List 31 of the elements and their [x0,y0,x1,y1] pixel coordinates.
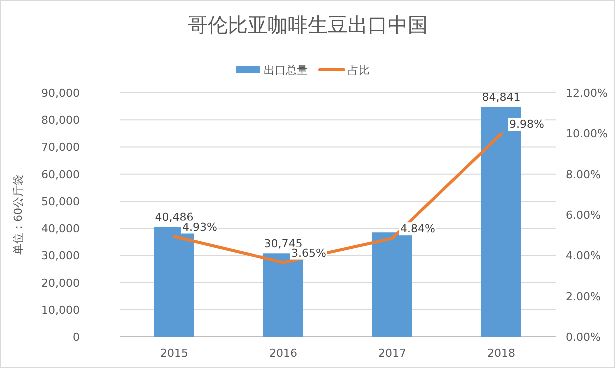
bar [372,232,412,337]
x-tick-label: 2016 [270,347,298,360]
y-tick-label: 20,000 [42,276,80,290]
y2-tick-label: 6.00% [566,209,601,222]
y-axis-title: 单位：60公斤袋 [12,175,25,255]
y2-tick-label: 2.00% [566,290,601,304]
y-tick-label: 50,000 [42,195,80,208]
y-tick-label: 70,000 [42,141,80,154]
y2-tick-label: 10.00% [566,128,608,141]
y-tick-label: 40,000 [42,222,80,236]
data-label: 3.65% [292,246,326,260]
data-label: 84,841 [482,90,521,104]
legend-label: 出口总量 [264,64,308,77]
data-label: 4.93% [182,220,218,234]
y-tick-label: 10,000 [42,304,80,317]
y-tick-label: 60,000 [42,168,80,182]
y-tick-label: 30,000 [42,250,80,263]
x-tick-label: 2017 [378,347,406,360]
x-tick-label: 2015 [160,347,188,360]
y-tick-label: 90,000 [42,87,80,100]
y2-tick-label: 8.00% [566,168,601,182]
data-label: 4.84% [400,222,436,236]
data-label: 9.98% [510,118,544,132]
y-tick-label: 80,000 [42,114,80,128]
y-tick-label: 0 [73,331,80,344]
y2-tick-label: 12.00% [566,87,608,100]
y2-tick-label: 0.00% [566,331,601,344]
legend-label: 占比 [348,64,370,77]
x-tick-label: 2018 [488,347,516,360]
y2-tick-label: 4.00% [566,250,601,263]
chart-title: 哥伦比亚咖啡生豆出口中国 [188,13,428,37]
